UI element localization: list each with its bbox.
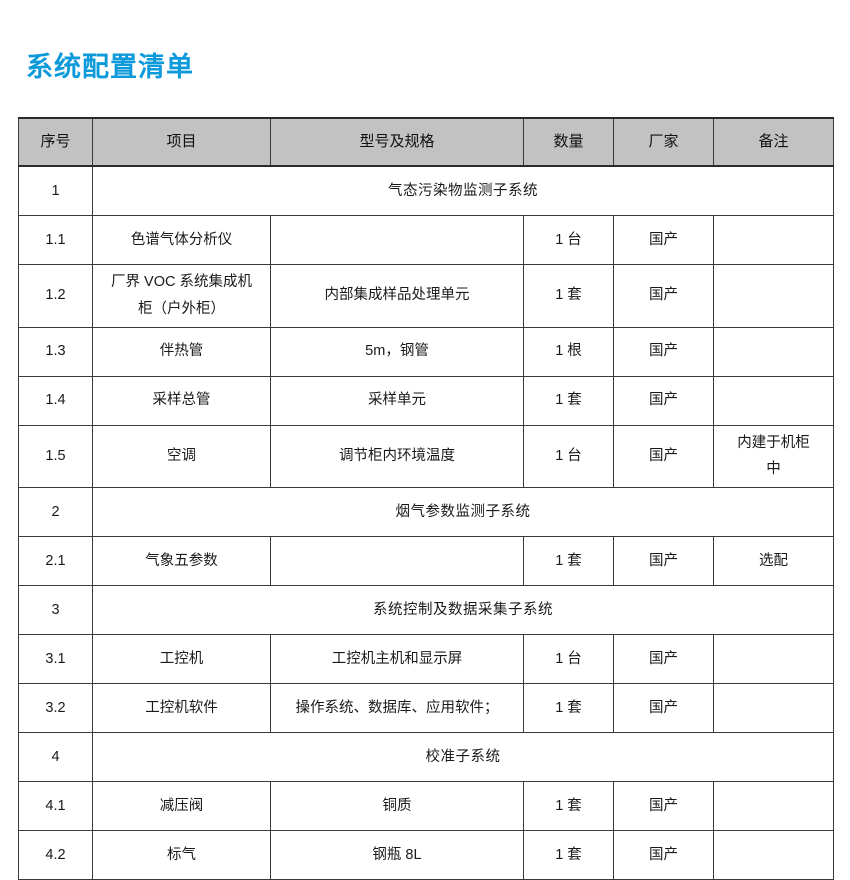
cell-item: 工控机: [92, 634, 271, 685]
table-row: 3.2 工控机软件 操作系统、数据库、应用软件； 1 套国产: [18, 683, 834, 734]
column-header-mfr: 厂家: [613, 117, 714, 167]
table-section-row: 3 系统控制及数据采集子系统: [18, 585, 834, 636]
cell-spec: 调节柜内环境温度: [270, 424, 524, 489]
system-configuration-table: 序号 项目 型号及规格 数量 厂家 备注 1 气态污染物监测子系统 1.1 色谱气体分…: [18, 117, 834, 880]
cell-item: 空调: [92, 424, 271, 489]
cell-mfr: 国产: [613, 781, 714, 832]
cell-no: 4.1: [18, 781, 93, 832]
cell-spec: [270, 215, 524, 265]
table-row: 4.1 减压阀 铜质 1 套国产: [18, 781, 834, 832]
cell-no: 3.1: [18, 634, 93, 685]
cell-no: 1.5: [18, 424, 93, 489]
cell-remark: [713, 683, 834, 734]
cell-no: 2.1: [18, 536, 93, 587]
cell-item: 采样总管: [92, 375, 271, 426]
cell-qty: 1 台: [523, 215, 614, 265]
cell-mfr: 国产: [613, 830, 714, 880]
cell-qty: 1 套: [523, 264, 614, 328]
cell-spec: [270, 536, 524, 587]
cell-spec: 采样单元: [270, 375, 524, 426]
cell-item: 气象五参数: [92, 536, 271, 587]
column-header-item: 项目: [92, 117, 271, 167]
cell-section-title: 气态污染物监测子系统: [92, 165, 834, 216]
cell-spec: 钢瓶 8L: [270, 830, 524, 880]
cell-spec: 操作系统、数据库、应用软件；: [270, 683, 524, 734]
table-row: 2.1 气象五参数 1 套国产 选配: [18, 536, 834, 587]
cell-remark: [713, 215, 834, 265]
cell-qty: 1 根: [523, 326, 614, 377]
document-page: 系统配置清单 序号 项目 型号及规格 数量 厂家 备注 1 气态污染物监测子系统 1…: [18, 52, 834, 880]
cell-spec: 内部集成样品处理单元: [270, 264, 524, 328]
table-body: 1 气态污染物监测子系统 1.1 色谱气体分析仪 1 台国产 1.2 厂界 VOC 系统集成…: [18, 165, 834, 880]
table-row: 1.2 厂界 VOC 系统集成机 柜（户外柜） 内部集成样品处理单元 1 套国产: [18, 264, 834, 328]
cell-remark: 选配: [713, 536, 834, 587]
cell-mfr: 国产: [613, 634, 714, 685]
cell-mfr: 国产: [613, 424, 714, 489]
table-row: 3.1 工控机 工控机主机和显示屏 1 台国产: [18, 634, 834, 685]
cell-mfr: 国产: [613, 536, 714, 587]
cell-remark-line1: 内建于机柜: [737, 434, 810, 451]
cell-qty: 1 套: [523, 375, 614, 426]
column-header-rem: 备注: [713, 117, 834, 167]
cell-qty: 1 台: [523, 424, 614, 489]
cell-no: 1.4: [18, 375, 93, 426]
cell-item: 厂界 VOC 系统集成机 柜（户外柜）: [92, 264, 271, 328]
cell-spec: 5m，钢管: [270, 326, 524, 377]
cell-remark: [713, 781, 834, 832]
cell-mfr: 国产: [613, 264, 714, 328]
cell-section-title: 校准子系统: [92, 732, 834, 783]
cell-item: 标气: [92, 830, 271, 880]
cell-no: 1.1: [18, 215, 93, 265]
cell-no: 1.3: [18, 326, 93, 377]
cell-section-no: 4: [18, 732, 93, 783]
cell-mfr: 国产: [613, 375, 714, 426]
table-section-row: 1 气态污染物监测子系统: [18, 165, 834, 216]
cell-item: 工控机软件: [92, 683, 271, 734]
cell-mfr: 国产: [613, 215, 714, 265]
cell-spec: 铜质: [270, 781, 524, 832]
cell-mfr: 国产: [613, 326, 714, 377]
cell-remark: [713, 375, 834, 426]
table-section-row: 4 校准子系统: [18, 732, 834, 783]
table-header-row: 序号 项目 型号及规格 数量 厂家 备注: [18, 117, 834, 167]
cell-no: 1.2: [18, 264, 93, 328]
page-title: 系统配置清单: [26, 52, 194, 83]
cell-qty: 1 套: [523, 781, 614, 832]
table-row: 4.2 标气 钢瓶 8L 1 套国产: [18, 830, 834, 880]
cell-mfr: 国产: [613, 683, 714, 734]
cell-qty: 1 套: [523, 830, 614, 880]
table-row: 1.1 色谱气体分析仪 1 台国产: [18, 215, 834, 265]
cell-remark: [713, 326, 834, 377]
column-header-spec: 型号及规格: [270, 117, 524, 167]
cell-item: 色谱气体分析仪: [92, 215, 271, 265]
cell-section-title: 烟气参数监测子系统: [92, 487, 834, 538]
table-row: 1.4 采样总管 采样单元 1 套国产: [18, 375, 834, 426]
cell-spec: 工控机主机和显示屏: [270, 634, 524, 685]
cell-no: 4.2: [18, 830, 93, 880]
table-row: 1.5 空调 调节柜内环境温度 1 台国产 内建于机柜中: [18, 424, 834, 489]
cell-section-no: 3: [18, 585, 93, 636]
cell-item: 伴热管: [92, 326, 271, 377]
config-table-container: 序号 项目 型号及规格 数量 厂家 备注 1 气态污染物监测子系统 1.1 色谱气体分…: [18, 117, 834, 880]
cell-remark: [713, 264, 834, 328]
cell-section-no: 1: [18, 165, 93, 216]
cell-section-no: 2: [18, 487, 93, 538]
cell-remark: 内建于机柜中: [713, 424, 834, 489]
cell-qty: 1 套: [523, 683, 614, 734]
cell-qty: 1 台: [523, 634, 614, 685]
cell-item-line1: 厂界 VOC 系统集成机: [111, 274, 252, 290]
cell-remark-line2: 中: [766, 461, 781, 478]
cell-remark: [713, 830, 834, 880]
cell-item-line2: 柜（户外柜）: [138, 300, 225, 317]
cell-item: 减压阀: [92, 781, 271, 832]
table-row: 1.3 伴热管 5m，钢管 1 根国产: [18, 326, 834, 377]
table-header: 序号 项目 型号及规格 数量 厂家 备注: [18, 117, 834, 167]
cell-remark: [713, 634, 834, 685]
table-section-row: 2 烟气参数监测子系统: [18, 487, 834, 538]
column-header-qty: 数量: [523, 117, 614, 167]
cell-no: 3.2: [18, 683, 93, 734]
cell-section-title: 系统控制及数据采集子系统: [92, 585, 834, 636]
column-header-no: 序号: [18, 117, 93, 167]
cell-qty: 1 套: [523, 536, 614, 587]
